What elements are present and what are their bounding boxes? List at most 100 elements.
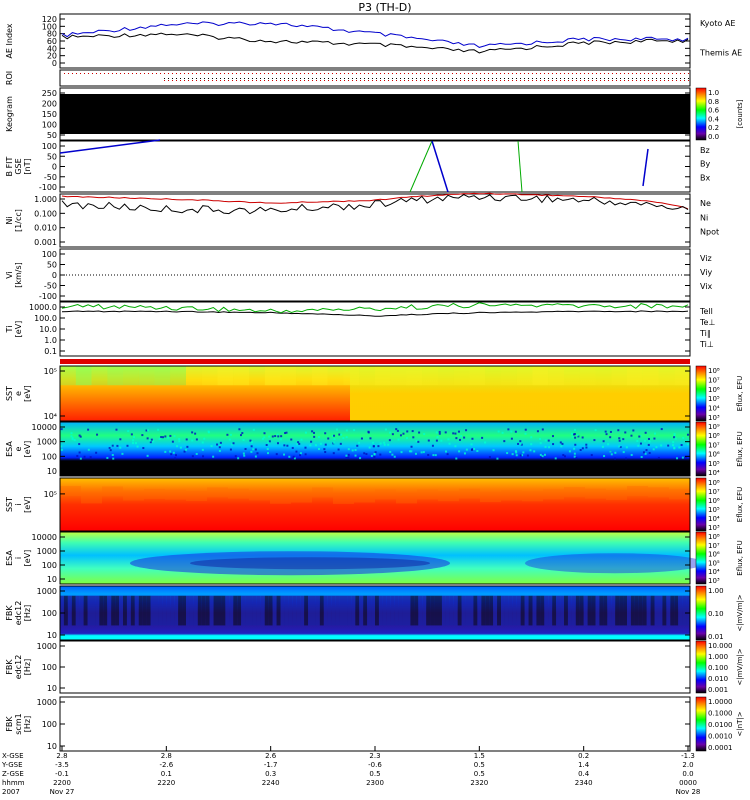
colorbar-tick-label: 10³	[708, 577, 720, 585]
keogram-image	[60, 94, 690, 134]
colorbar-tick-label: 10⁶	[708, 451, 720, 459]
y-tick-label: 0.100	[34, 209, 57, 218]
legend-entry: Ne	[700, 199, 711, 208]
colorbar-tick-label: 0.0010	[708, 733, 733, 741]
roi-markers	[64, 73, 689, 81]
y-axis-label: AE Index	[5, 23, 14, 58]
series-ne	[61, 192, 689, 210]
y-axis-label: B FIT	[5, 156, 14, 176]
footer-row-label: 2007	[2, 788, 20, 796]
colorbar-tick-label: 10⁷	[708, 488, 720, 496]
panel-fbk_e12_1: 1000 100 10 FBK edc12 [Hz] 1.00 0.10 0.01 <|mV/m|…	[5, 585, 744, 641]
colorbar-tick-label: 0.4	[708, 115, 720, 123]
colorbar-tick-label: 0.100	[708, 664, 728, 672]
y-tick-label: 100	[42, 720, 57, 729]
plot-title: P3 (TH-D)	[358, 1, 411, 14]
colorbar-label: Eflux, EFU	[736, 540, 744, 575]
colorbar-tick-label: 10⁶	[708, 497, 720, 505]
y-tick-label: 100	[42, 561, 57, 570]
y-tick-label: 0	[52, 163, 57, 172]
colorbar-tick-label: 0.01	[708, 633, 724, 641]
colorbar-tick-label: 10⁷	[708, 376, 720, 384]
y-tick-label: 10	[47, 575, 57, 584]
y-axis-label: ESA	[5, 550, 14, 566]
colorbar-tick-label: 10⁵	[708, 460, 720, 468]
y-axis-label: scm1	[14, 713, 23, 734]
y-tick-label: -100	[39, 183, 57, 192]
y-tick-label: 1000	[37, 698, 57, 707]
colorbar-tick-label: 10.000	[708, 642, 733, 650]
colorbar-tick-label: 0.8	[708, 98, 719, 106]
footer-value: 2.8	[56, 752, 67, 760]
y-axis-label: ESA	[5, 441, 14, 457]
y-axis-label: [eV]	[23, 496, 32, 513]
footer-value: -1.7	[264, 761, 278, 769]
footer-value: -1.3	[681, 752, 695, 760]
y-axis-label: edc12	[14, 655, 23, 680]
y-axis-label: SST	[5, 386, 14, 401]
colorbar-label: Eflux, EFU	[736, 376, 744, 411]
y-tick-label: 10	[47, 742, 57, 751]
y-axis-label: [nT]	[23, 158, 32, 174]
footer-value: 1.5	[474, 752, 485, 760]
y-axis-label: edc12	[14, 601, 23, 626]
colorbar-tick-label: 10⁵	[708, 395, 720, 403]
y-tick-label: 50	[47, 131, 57, 140]
footer-value: Nov 28	[676, 788, 701, 796]
y-tick-label: 100	[42, 22, 57, 31]
y-tick-label: 100.0	[34, 314, 57, 323]
footer-value: 0.5	[474, 770, 485, 778]
y-tick-label: 100	[42, 663, 57, 672]
y-tick-label: 150	[42, 110, 57, 119]
y-axis-label: SST	[5, 497, 14, 512]
y-tick-label: 120	[42, 15, 57, 24]
footer-value: 0000	[679, 779, 697, 787]
y-axis-label: FBK	[5, 659, 14, 675]
colorbar-tick-label: 10⁵	[708, 506, 720, 514]
y-tick-label: 1000	[37, 642, 57, 651]
y-tick-label: 0	[52, 59, 57, 68]
y-tick-label: 60	[47, 37, 57, 46]
footer-value: 2340	[575, 779, 593, 787]
colorbar-tick-label: 0.6	[708, 107, 720, 115]
y-tick-label: -100	[39, 292, 57, 301]
y-tick-label: 0	[52, 271, 57, 280]
y-tick-label: 40	[47, 44, 57, 53]
footer-ephemeris: X-GSE 2.8 2.8 2.6 2.3 1.5 0.2 -1.3 Y-GSE -3.5 -2.6…	[1, 746, 700, 796]
footer-value: 0.3	[265, 770, 276, 778]
series-bx	[59, 139, 161, 154]
y-tick-label: 80	[47, 30, 57, 39]
panel-frame	[59, 531, 691, 585]
y-axis-label: i	[14, 557, 23, 559]
legend-entry: Bz	[700, 146, 710, 155]
colorbar-tick-label: 0.2	[708, 124, 719, 132]
panel-frame	[59, 193, 691, 248]
y-tick-label: 10⁴	[44, 412, 57, 421]
legend-entry: Bx	[700, 173, 710, 182]
colorbar-tick-label: 1.0	[708, 89, 719, 97]
legend-entry: Ni	[700, 213, 708, 222]
y-tick-label: 10	[47, 467, 57, 476]
footer-value: 2320	[470, 779, 488, 787]
colorbar-label: <|nT|>	[736, 711, 744, 736]
colorbar-tick-label: 10⁴	[708, 405, 720, 413]
panel-frame	[59, 365, 691, 422]
y-axis-label: ROI	[5, 71, 14, 85]
y-tick-label: 10.0	[39, 325, 57, 334]
panel-frame	[59, 477, 691, 532]
colorbar-tick-label: 10⁹	[708, 423, 720, 431]
y-tick-label: 10⁵	[44, 367, 57, 376]
y-axis-label: GSE	[14, 158, 23, 174]
y-axis-label: [1/cc]	[14, 209, 23, 232]
colorbar-tick-label: 0.1000	[708, 710, 733, 718]
colorbar-tick-label: 10⁴	[708, 515, 720, 523]
legend-entry: Kyoto AE	[700, 19, 735, 28]
series-tell	[61, 310, 689, 317]
y-tick-label: -50	[44, 282, 57, 291]
series-themis-ae	[61, 32, 689, 54]
y-axis-label: [eV]	[14, 321, 23, 338]
colorbar-tick-label: 1.000	[708, 653, 728, 661]
footer-value: 0.0	[682, 770, 693, 778]
